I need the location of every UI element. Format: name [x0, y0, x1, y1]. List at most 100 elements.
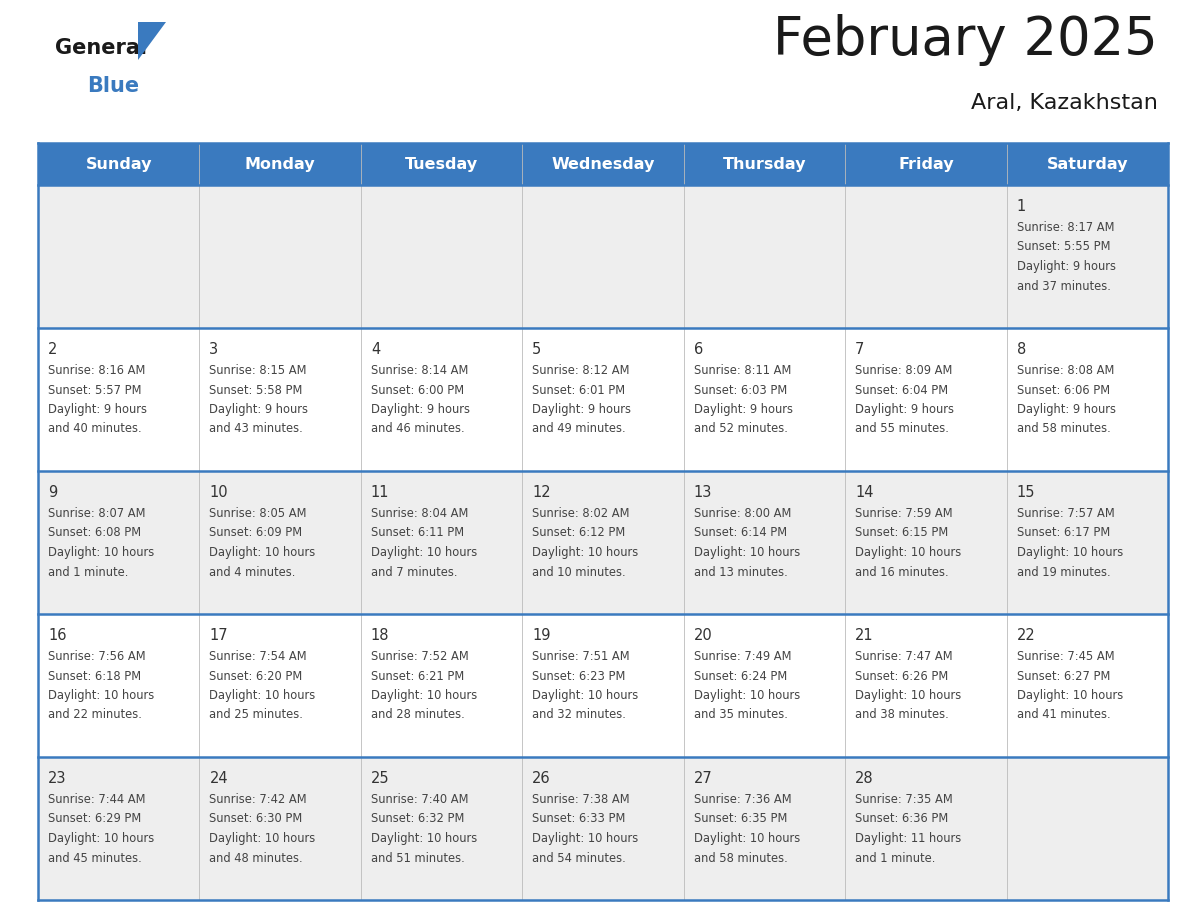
Text: Daylight: 10 hours: Daylight: 10 hours [371, 546, 478, 559]
Text: Daylight: 10 hours: Daylight: 10 hours [532, 832, 638, 845]
Text: and 1 minute.: and 1 minute. [48, 565, 128, 578]
Text: Sunset: 6:15 PM: Sunset: 6:15 PM [855, 527, 948, 540]
Text: 15: 15 [1017, 485, 1035, 500]
Text: Sunset: 6:06 PM: Sunset: 6:06 PM [1017, 384, 1110, 397]
Text: Daylight: 9 hours: Daylight: 9 hours [48, 403, 147, 416]
Text: Sunset: 6:17 PM: Sunset: 6:17 PM [1017, 527, 1110, 540]
Text: Sunset: 6:21 PM: Sunset: 6:21 PM [371, 669, 465, 682]
Text: and 28 minutes.: and 28 minutes. [371, 709, 465, 722]
Text: Daylight: 10 hours: Daylight: 10 hours [48, 832, 154, 845]
Text: and 58 minutes.: and 58 minutes. [1017, 422, 1111, 435]
Text: Sunset: 6:04 PM: Sunset: 6:04 PM [855, 384, 948, 397]
Text: Sunset: 6:03 PM: Sunset: 6:03 PM [694, 384, 786, 397]
Text: February 2025: February 2025 [773, 14, 1158, 66]
Text: Daylight: 10 hours: Daylight: 10 hours [1017, 689, 1123, 702]
Text: 10: 10 [209, 485, 228, 500]
Text: Daylight: 10 hours: Daylight: 10 hours [855, 689, 961, 702]
Text: Sunrise: 7:42 AM: Sunrise: 7:42 AM [209, 793, 307, 806]
Text: Daylight: 10 hours: Daylight: 10 hours [855, 546, 961, 559]
Text: Sunrise: 8:07 AM: Sunrise: 8:07 AM [48, 507, 145, 520]
Bar [38, 328, 1168, 471]
Text: Saturday: Saturday [1047, 156, 1129, 172]
Text: and 52 minutes.: and 52 minutes. [694, 422, 788, 435]
Text: Aral, Kazakhstan: Aral, Kazakhstan [971, 93, 1158, 113]
Text: Tuesday: Tuesday [405, 156, 478, 172]
Text: and 51 minutes.: and 51 minutes. [371, 852, 465, 865]
Text: Daylight: 10 hours: Daylight: 10 hours [694, 546, 800, 559]
Text: 8: 8 [1017, 342, 1025, 357]
Text: Sunset: 6:14 PM: Sunset: 6:14 PM [694, 527, 786, 540]
Text: and 10 minutes.: and 10 minutes. [532, 565, 626, 578]
Text: 6: 6 [694, 342, 703, 357]
Text: Sunset: 6:11 PM: Sunset: 6:11 PM [371, 527, 465, 540]
Text: Sunset: 6:26 PM: Sunset: 6:26 PM [855, 669, 948, 682]
Text: Sunrise: 8:04 AM: Sunrise: 8:04 AM [371, 507, 468, 520]
Text: 17: 17 [209, 628, 228, 643]
Bar [38, 757, 1168, 900]
Text: 27: 27 [694, 771, 713, 786]
Text: Thursday: Thursday [722, 156, 807, 172]
Text: 5: 5 [532, 342, 542, 357]
Text: 24: 24 [209, 771, 228, 786]
Text: Sunrise: 8:17 AM: Sunrise: 8:17 AM [1017, 221, 1114, 234]
Text: 4: 4 [371, 342, 380, 357]
Text: Daylight: 9 hours: Daylight: 9 hours [855, 403, 954, 416]
Text: 14: 14 [855, 485, 873, 500]
Text: Sunrise: 7:38 AM: Sunrise: 7:38 AM [532, 793, 630, 806]
Text: Sunset: 6:30 PM: Sunset: 6:30 PM [209, 812, 303, 825]
Text: and 13 minutes.: and 13 minutes. [694, 565, 788, 578]
Text: Daylight: 10 hours: Daylight: 10 hours [532, 689, 638, 702]
Text: Sunrise: 8:16 AM: Sunrise: 8:16 AM [48, 364, 145, 377]
Text: Sunrise: 8:02 AM: Sunrise: 8:02 AM [532, 507, 630, 520]
Text: Sunset: 6:24 PM: Sunset: 6:24 PM [694, 669, 786, 682]
Text: and 25 minutes.: and 25 minutes. [209, 709, 303, 722]
Text: Sunset: 5:57 PM: Sunset: 5:57 PM [48, 384, 141, 397]
Text: Daylight: 10 hours: Daylight: 10 hours [209, 546, 316, 559]
Text: Sunset: 6:20 PM: Sunset: 6:20 PM [209, 669, 303, 682]
Text: and 40 minutes.: and 40 minutes. [48, 422, 141, 435]
Text: and 49 minutes.: and 49 minutes. [532, 422, 626, 435]
Text: and 45 minutes.: and 45 minutes. [48, 852, 141, 865]
Text: Sunset: 6:35 PM: Sunset: 6:35 PM [694, 812, 788, 825]
Text: and 54 minutes.: and 54 minutes. [532, 852, 626, 865]
Text: Sunrise: 7:56 AM: Sunrise: 7:56 AM [48, 650, 146, 663]
Text: Sunset: 6:23 PM: Sunset: 6:23 PM [532, 669, 626, 682]
Text: 16: 16 [48, 628, 67, 643]
Text: and 4 minutes.: and 4 minutes. [209, 565, 296, 578]
Text: Sunrise: 7:40 AM: Sunrise: 7:40 AM [371, 793, 468, 806]
Text: and 48 minutes.: and 48 minutes. [209, 852, 303, 865]
Text: 26: 26 [532, 771, 551, 786]
Text: Daylight: 9 hours: Daylight: 9 hours [532, 403, 631, 416]
Text: Wednesday: Wednesday [551, 156, 655, 172]
Text: Sunrise: 8:11 AM: Sunrise: 8:11 AM [694, 364, 791, 377]
Text: Sunrise: 8:00 AM: Sunrise: 8:00 AM [694, 507, 791, 520]
Text: Daylight: 10 hours: Daylight: 10 hours [209, 689, 316, 702]
Text: Sunrise: 7:36 AM: Sunrise: 7:36 AM [694, 793, 791, 806]
Bar [38, 471, 1168, 614]
Text: Daylight: 10 hours: Daylight: 10 hours [1017, 546, 1123, 559]
Polygon shape [138, 22, 166, 60]
Text: Sunrise: 7:49 AM: Sunrise: 7:49 AM [694, 650, 791, 663]
Text: Sunset: 6:29 PM: Sunset: 6:29 PM [48, 812, 141, 825]
Text: Daylight: 9 hours: Daylight: 9 hours [1017, 403, 1116, 416]
Text: Daylight: 9 hours: Daylight: 9 hours [209, 403, 309, 416]
Text: 11: 11 [371, 485, 390, 500]
Text: and 41 minutes.: and 41 minutes. [1017, 709, 1111, 722]
Text: 13: 13 [694, 485, 712, 500]
Text: Daylight: 10 hours: Daylight: 10 hours [371, 689, 478, 702]
Text: 28: 28 [855, 771, 873, 786]
Text: and 7 minutes.: and 7 minutes. [371, 565, 457, 578]
Text: Sunrise: 7:47 AM: Sunrise: 7:47 AM [855, 650, 953, 663]
Text: Sunset: 6:36 PM: Sunset: 6:36 PM [855, 812, 948, 825]
Text: Daylight: 9 hours: Daylight: 9 hours [1017, 260, 1116, 273]
Text: Friday: Friday [898, 156, 954, 172]
Text: Sunset: 5:55 PM: Sunset: 5:55 PM [1017, 241, 1110, 253]
Text: and 1 minute.: and 1 minute. [855, 852, 935, 865]
Text: and 37 minutes.: and 37 minutes. [1017, 279, 1111, 293]
Text: Sunset: 6:09 PM: Sunset: 6:09 PM [209, 527, 303, 540]
Text: Sunset: 6:32 PM: Sunset: 6:32 PM [371, 812, 465, 825]
Text: Sunset: 6:18 PM: Sunset: 6:18 PM [48, 669, 141, 682]
Text: 20: 20 [694, 628, 713, 643]
Text: Daylight: 10 hours: Daylight: 10 hours [694, 832, 800, 845]
Text: Sunset: 6:01 PM: Sunset: 6:01 PM [532, 384, 625, 397]
